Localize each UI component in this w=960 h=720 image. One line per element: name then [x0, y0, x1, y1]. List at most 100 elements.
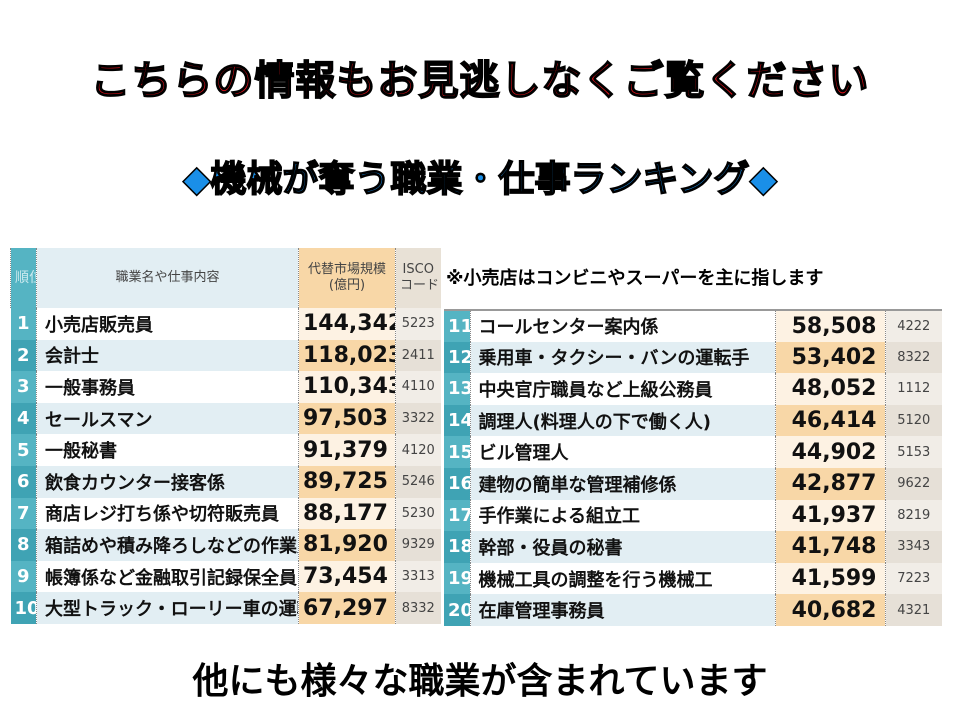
- isco-code-cell: 8219: [884, 499, 942, 532]
- market-size-cell: 67,297: [298, 592, 396, 624]
- isco-code-cell: 5223: [395, 308, 441, 340]
- ranking-subtitle: ◆機械が奪う職業・仕事ランキング◆: [182, 158, 778, 201]
- isco-code-cell: 4222: [884, 310, 942, 342]
- job-name-cell: 中央官庁職員など上級公務員: [469, 373, 775, 405]
- job-name-cell: 機械工具の調整を行う機械工: [469, 562, 775, 595]
- header-isco: ISCO コード: [395, 248, 441, 308]
- isco-code-cell: 1112: [884, 373, 942, 405]
- job-name-cell: 箱詰めや積み降ろしなどの作業員: [36, 529, 299, 561]
- table-row: 8 箱詰めや積み降ろしなどの作業員 81,920 9329: [10, 529, 441, 561]
- rank-cell: 19: [444, 562, 470, 595]
- table-row: 5 一般秘書 91,379 4120: [10, 434, 441, 466]
- market-size-cell: 48,052: [774, 373, 885, 405]
- table-row: 4 セールスマン 97,503 3322: [10, 402, 441, 435]
- rank-cell: 1: [10, 308, 37, 340]
- table-row: 12 乗用車・タクシー・バンの運転手 53,402 8322: [444, 341, 942, 374]
- isco-code-cell: 3313: [395, 560, 441, 593]
- rank-cell: 5: [10, 434, 37, 466]
- isco-code-cell: 7223: [884, 562, 942, 595]
- table-row: 6 飲食カウンター接客係 89,725 5246: [10, 465, 441, 498]
- isco-code-cell: 4120: [395, 434, 441, 466]
- market-size-cell: 53,402: [774, 341, 885, 374]
- table-row: 18 幹部・役員の秘書 41,748 3343: [444, 531, 942, 563]
- rank-cell: 2: [10, 339, 37, 372]
- isco-code-cell: 9622: [884, 467, 942, 500]
- market-size-cell: 46,414: [774, 404, 885, 437]
- isco-code-cell: 4321: [884, 594, 942, 626]
- market-size-cell: 40,682: [774, 594, 885, 626]
- isco-code-cell: 4110: [395, 371, 441, 403]
- job-name-cell: 会計士: [36, 339, 299, 372]
- rank-cell: 9: [10, 560, 37, 593]
- job-name-cell: 手作業による組立工: [469, 499, 775, 532]
- rank-cell: 8: [10, 529, 37, 561]
- isco-code-cell: 2411: [395, 339, 441, 372]
- market-size-cell: 41,748: [774, 531, 885, 563]
- isco-code-cell: 8322: [884, 341, 942, 374]
- rank-cell: 14: [444, 404, 470, 437]
- isco-code-cell: 3322: [395, 402, 441, 435]
- market-size-cell: 97,503: [298, 402, 396, 435]
- rank-cell: 16: [444, 467, 470, 500]
- market-size-cell: 88,177: [298, 497, 396, 530]
- market-size-cell: 89,725: [298, 465, 396, 498]
- job-name-cell: 建物の簡単な管理補修係: [469, 467, 775, 500]
- job-name-cell: 商店レジ打ち係や切符販売員: [36, 497, 299, 530]
- isco-code-cell: 8332: [395, 592, 441, 624]
- market-size-cell: 44,902: [774, 436, 885, 468]
- header-value: 代替市場規模 (億円): [298, 248, 396, 308]
- table-row: 16 建物の簡単な管理補修係 42,877 9622: [444, 467, 942, 500]
- rank-cell: 4: [10, 402, 37, 435]
- page-title: こちらの情報もお見逃しなくご覧ください: [90, 57, 870, 105]
- rank-cell: 17: [444, 499, 470, 532]
- footer-message: 他にも様々な職業が含まれています: [192, 661, 768, 702]
- ranking-table-right: 11コールセンター案内係58,508422212乗用車・タクシー・バンの運転手5…: [444, 309, 942, 626]
- rank-cell: 12: [444, 341, 470, 374]
- isco-code-cell: 5153: [884, 436, 942, 468]
- rank-cell: 6: [10, 465, 37, 498]
- job-name-cell: ビル管理人: [469, 436, 775, 468]
- table-row: 15 ビル管理人 44,902 5153: [444, 436, 942, 468]
- table-row: 7 商店レジ打ち係や切符販売員 88,177 5230: [10, 497, 441, 530]
- job-name-cell: 一般秘書: [36, 434, 299, 466]
- isco-code-cell: 9329: [395, 529, 441, 561]
- job-name-cell: 一般事務員: [36, 371, 299, 403]
- table-row: 20 在庫管理事務員 40,682 4321: [444, 594, 942, 626]
- market-size-cell: 81,920: [298, 529, 396, 561]
- isco-code-cell: 5246: [395, 465, 441, 498]
- job-name-cell: 大型トラック・ローリー車の運転手: [36, 592, 299, 624]
- table-row: 19 機械工具の調整を行う機械工 41,599 7223: [444, 562, 942, 595]
- table-row: 17 手作業による組立工 41,937 8219: [444, 499, 942, 532]
- rank-cell: 18: [444, 531, 470, 563]
- job-name-cell: セールスマン: [36, 402, 299, 435]
- table-row: 2 会計士 118,023 2411: [10, 339, 441, 372]
- rank-cell: 7: [10, 497, 37, 530]
- table-row: 13 中央官庁職員など上級公務員 48,052 1112: [444, 373, 942, 405]
- market-size-cell: 91,379: [298, 434, 396, 466]
- rank-cell: 11: [444, 310, 470, 342]
- job-name-cell: 飲食カウンター接客係: [36, 465, 299, 498]
- market-size-cell: 144,342: [298, 308, 396, 340]
- table-row: 9 帳簿係など金融取引記録保全員 73,454 3313: [10, 560, 441, 593]
- job-name-cell: 帳簿係など金融取引記録保全員: [36, 560, 299, 593]
- market-size-cell: 41,937: [774, 499, 885, 532]
- job-name-cell: 小売店販売員: [36, 308, 299, 340]
- isco-code-cell: 5120: [884, 404, 942, 437]
- job-name-cell: 在庫管理事務員: [469, 594, 775, 626]
- job-name-cell: コールセンター案内係: [469, 310, 775, 342]
- table-row: 1 小売店販売員 144,342 5223: [10, 308, 441, 340]
- job-name-cell: 幹部・役員の秘書: [469, 531, 775, 563]
- rank-cell: 13: [444, 373, 470, 405]
- header-name: 職業名や仕事内容: [36, 248, 299, 308]
- market-size-cell: 73,454: [298, 560, 396, 593]
- retail-note: ※小売店はコンビニやスーパーを主に指します: [446, 268, 824, 289]
- market-size-cell: 58,508: [774, 310, 885, 342]
- isco-code-cell: 3343: [884, 531, 942, 563]
- table-row: 14 調理人(料理人の下で働く人) 46,414 5120: [444, 404, 942, 437]
- rank-cell: 3: [10, 371, 37, 403]
- header-rank: 順位: [10, 248, 37, 308]
- job-name-cell: 乗用車・タクシー・バンの運転手: [469, 341, 775, 374]
